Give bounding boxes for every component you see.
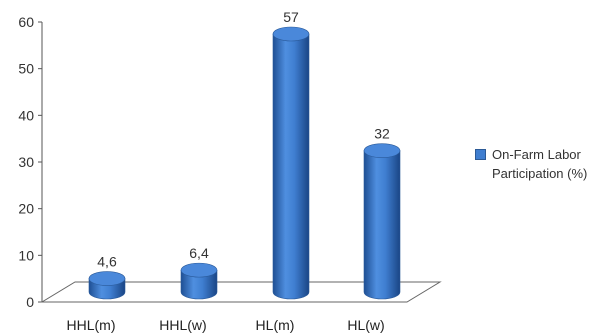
data-label: 57: [283, 9, 299, 25]
bar-body: [180, 269, 218, 300]
bar: [88, 271, 126, 300]
y-tick-label: 10: [18, 247, 34, 263]
bar-top: [180, 262, 218, 278]
y-tick-label: 30: [18, 154, 34, 170]
bar: [363, 143, 401, 300]
data-label: 32: [374, 126, 390, 142]
chart-legend: On-Farm Labor Participation (%): [475, 145, 607, 183]
bar-top: [88, 271, 126, 286]
bar-body: [363, 150, 401, 300]
legend-label: On-Farm Labor Participation (%): [492, 147, 588, 181]
y-tick-label: 20: [18, 201, 34, 217]
chart-axes: 0 10 20 30 40 50 60: [18, 14, 442, 310]
bar-top: [272, 26, 310, 42]
legend-swatch: [475, 149, 486, 160]
chart-floor: [40, 281, 442, 303]
chart-labels: 4,6 HHL(m) 6,4 HHL(w) 57 HL(m) 32 HL(w): [67, 9, 390, 333]
y-tick-label: 50: [18, 61, 34, 77]
data-label: 4,6: [97, 254, 117, 270]
x-tick-label: HHL(w): [159, 317, 206, 333]
chart-bars: [88, 26, 401, 300]
bar: [272, 26, 310, 300]
x-tick-label: HL(m): [256, 317, 295, 333]
bar: [180, 262, 218, 300]
bar-top: [363, 143, 401, 158]
data-label: 6,4: [189, 245, 209, 261]
y-tick-label: 40: [18, 107, 34, 123]
y-tick-label: 60: [18, 14, 34, 30]
bar-body: [272, 33, 310, 300]
x-tick-label: HHL(m): [67, 317, 116, 333]
x-tick-label: HL(w): [347, 317, 384, 333]
y-tick-label: 0: [26, 294, 34, 310]
